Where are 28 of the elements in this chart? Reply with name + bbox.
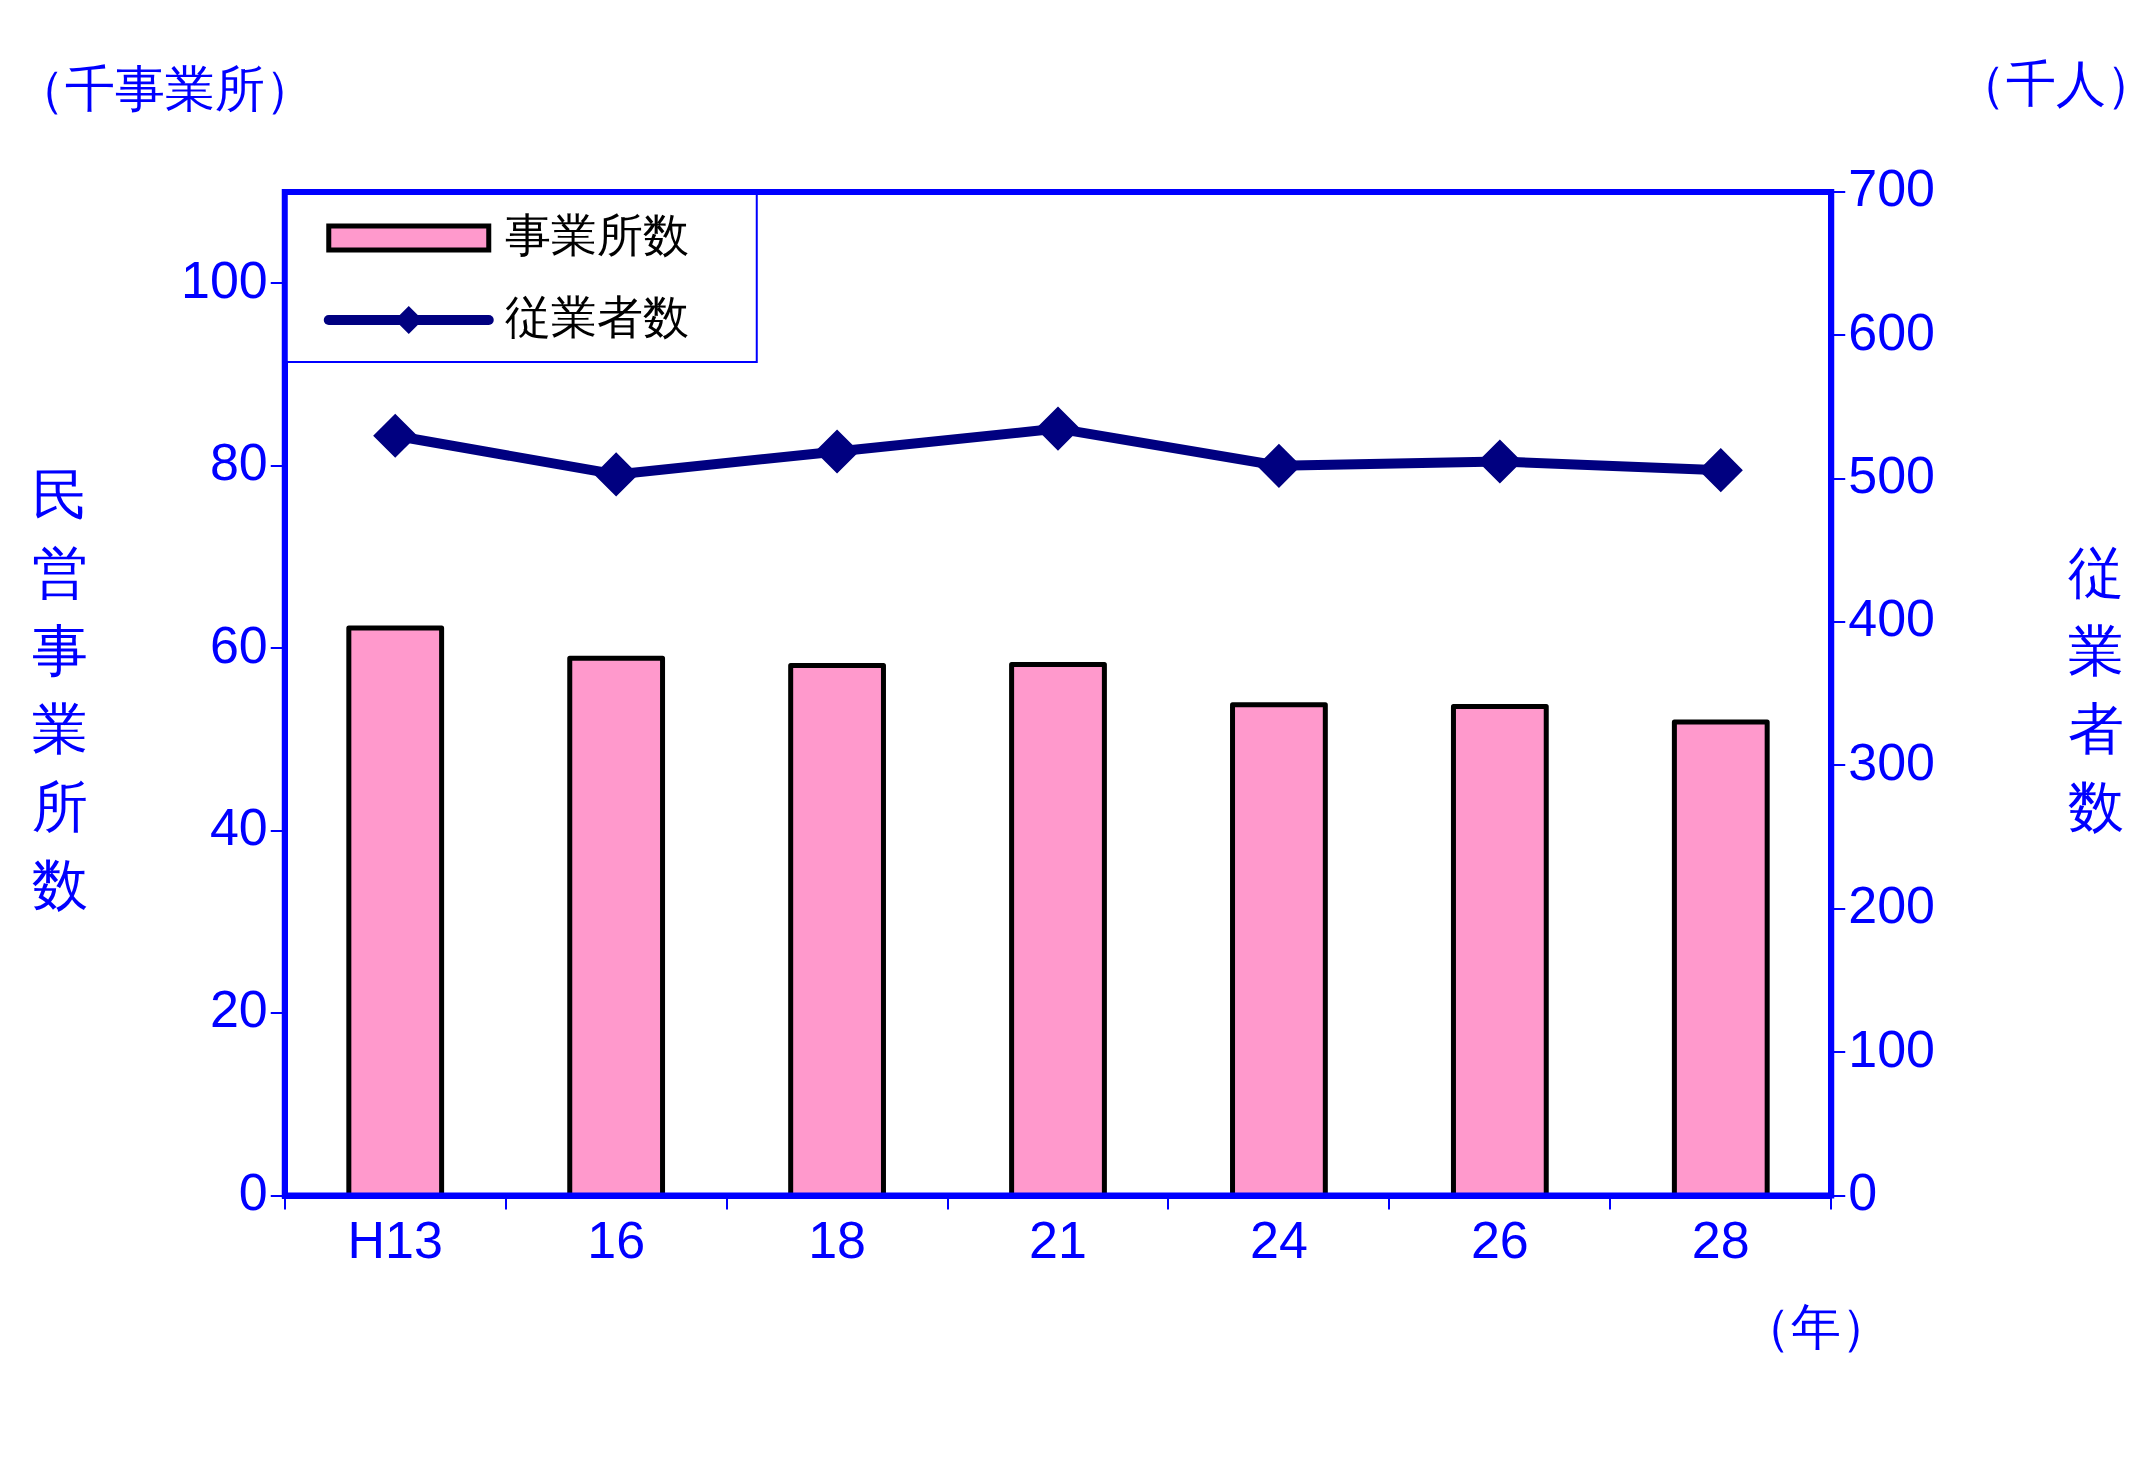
y2-tick-label: 400	[1848, 589, 1936, 648]
text: （千人）	[1956, 55, 2142, 112]
y2-tick-label: 200	[1848, 876, 1936, 935]
y-tick-label: 80	[209, 433, 268, 492]
y2-axis-title: 従業者数	[2068, 541, 2125, 839]
text: （年）	[1741, 1299, 1892, 1356]
x-tick-label: 26	[1470, 1211, 1529, 1270]
y-tick-label: 20	[209, 980, 268, 1039]
y2-tick-label: 700	[1848, 159, 1936, 218]
y-axis-title: 民営事業所数	[31, 463, 88, 917]
y-tick-label: 0	[238, 1162, 268, 1221]
x-tick-label: 21	[1029, 1211, 1087, 1270]
x-tick-label: 16	[587, 1211, 646, 1270]
y-tick-label: 100	[180, 250, 268, 309]
x-tick-label: 18	[808, 1211, 866, 1270]
x-tick-label: H13	[347, 1211, 443, 1270]
y2-tick-label: 600	[1848, 302, 1936, 361]
y2-tick-label: 0	[1848, 1162, 1878, 1221]
x-tick-label: 24	[1250, 1211, 1308, 1270]
y2-tick-label: 300	[1848, 732, 1936, 791]
y2-tick-label: 500	[1848, 446, 1936, 505]
legend-label: 従業者数	[504, 290, 689, 343]
y2-tick-label: 100	[1848, 1019, 1936, 1078]
legend-label: 事業所数	[504, 208, 689, 261]
y-tick-label: 60	[209, 615, 268, 674]
text: （千事業所）	[14, 60, 315, 117]
x-tick-label: 28	[1691, 1211, 1750, 1270]
y-tick-label: 40	[209, 798, 268, 856]
